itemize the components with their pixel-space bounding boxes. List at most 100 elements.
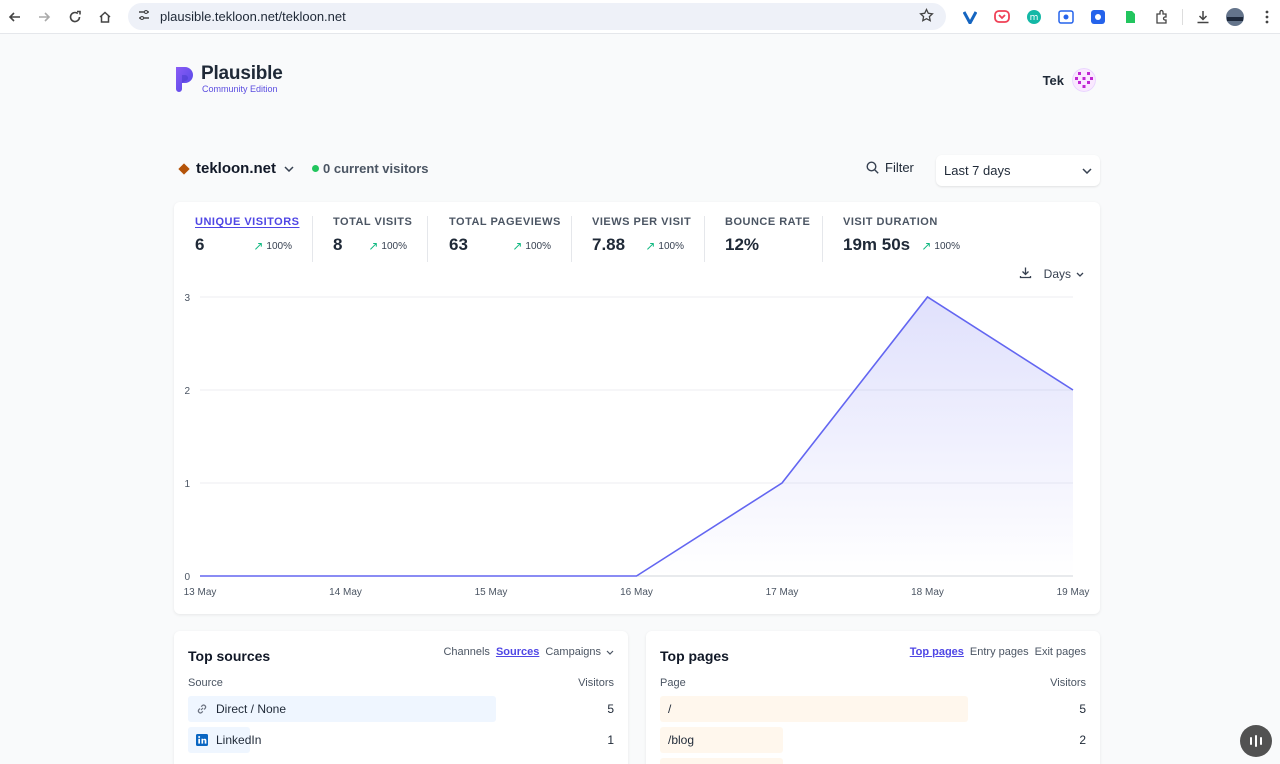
- list-item[interactable]: /blog 2: [660, 727, 1086, 753]
- period-picker[interactable]: Last 7 days: [936, 155, 1100, 186]
- x-tick-label: 18 May: [911, 587, 944, 598]
- metric-total-pageviews[interactable]: TOTAL PAGEVIEWS 63 ↗ 100%: [449, 216, 561, 262]
- current-visitors-text: 0 current visitors: [323, 161, 429, 176]
- menu-kebab-icon[interactable]: [1255, 5, 1279, 29]
- metric-label: UNIQUE VISITORS: [195, 216, 300, 228]
- site-settings-icon[interactable]: [138, 8, 150, 26]
- chevron-down-icon: [606, 650, 614, 655]
- column-header: Source: [188, 677, 223, 689]
- plausible-logo-icon: [176, 67, 193, 92]
- pocket-icon[interactable]: [990, 5, 1014, 29]
- site-switcher[interactable]: tekloon.net: [196, 160, 277, 177]
- top-sources-panel: Top sources Channels Sources Campaigns S…: [174, 631, 628, 764]
- y-tick-label: 3: [184, 293, 190, 304]
- visitor-count: 5: [607, 702, 614, 716]
- metric-divider: [571, 216, 572, 262]
- brand-edition: Community Edition: [202, 84, 278, 94]
- x-tick-label: 17 May: [766, 587, 799, 598]
- interval-label: Days: [1043, 267, 1071, 281]
- metric-change: 100%: [658, 240, 684, 252]
- list-item[interactable]: Direct / None 5: [188, 696, 614, 722]
- metric-label: TOTAL VISITS: [333, 216, 413, 228]
- user-name: Tek: [1042, 72, 1064, 88]
- metric-total-visits[interactable]: TOTAL VISITS 8 ↗ 100%: [333, 216, 413, 262]
- list-item[interactable]: LinkedIn 1: [188, 727, 614, 753]
- chevron-down-icon[interactable]: [284, 163, 294, 175]
- metric-views-per-visit[interactable]: VIEWS PER VISIT 7.88 ↗ 100%: [592, 216, 692, 262]
- extension-gear-icon[interactable]: [1086, 5, 1110, 29]
- tab-top-pages[interactable]: Top pages: [909, 646, 964, 658]
- metric-label: VIEWS PER VISIT: [592, 216, 692, 228]
- metric-unique-visitors[interactable]: UNIQUE VISITORS 6 ↗ 100%: [195, 216, 300, 262]
- address-bar[interactable]: plausible.tekloon.net/tekloon.net: [128, 3, 946, 30]
- visitor-count: 1: [607, 733, 614, 747]
- filter-button[interactable]: Filter: [866, 160, 914, 175]
- profile-avatar-icon[interactable]: [1223, 5, 1247, 29]
- chart-area: [200, 297, 1073, 576]
- metric-value: 19m 50s: [843, 235, 911, 254]
- metric-value: 63: [449, 235, 468, 254]
- bookmark-star-icon[interactable]: [919, 7, 934, 28]
- search-icon: [866, 161, 879, 174]
- y-tick-label: 1: [184, 479, 190, 490]
- reload-icon[interactable]: [60, 2, 90, 32]
- url-text: plausible.tekloon.net/tekloon.net: [160, 9, 346, 24]
- chevron-down-icon: [1082, 167, 1092, 174]
- metric-change: 100%: [266, 240, 292, 252]
- page-label: /: [668, 702, 672, 716]
- column-header: Page: [660, 677, 686, 689]
- visitor-count: 2: [1079, 733, 1086, 747]
- list-item[interactable]: [660, 758, 1086, 764]
- divider: [1182, 9, 1183, 25]
- tab-campaigns-label: Campaigns: [545, 646, 601, 658]
- download-icon[interactable]: [1019, 266, 1032, 282]
- list-item[interactable]: / 5: [660, 696, 1086, 722]
- metric-value: 12%: [725, 235, 760, 254]
- live-dot: [312, 165, 320, 172]
- page-label: /blog: [668, 733, 695, 747]
- metric-value: 6: [195, 235, 205, 254]
- metric-divider: [312, 216, 313, 262]
- current-visitors[interactable]: 0 current visitors: [312, 161, 429, 176]
- forward-icon[interactable]: [29, 2, 59, 32]
- y-tick-label: 2: [184, 386, 190, 397]
- metric-label: VISIT DURATION: [843, 216, 938, 228]
- visitors-chart[interactable]: 0 1 2 3 13 May 14 May 15 May 16 May 17 May 18 Ma…: [174, 282, 1100, 612]
- back-icon[interactable]: [0, 2, 30, 32]
- metric-change: 100%: [934, 240, 960, 252]
- metric-value: 7.88: [592, 235, 626, 254]
- trend-up-icon: ↗: [512, 239, 523, 253]
- filter-label: Filter: [885, 160, 914, 175]
- metric-divider: [822, 216, 823, 262]
- metric-value: 8: [333, 235, 343, 254]
- period-label: Last 7 days: [944, 163, 1011, 178]
- metric-visit-duration[interactable]: VISIT DURATION 19m 50s ↗ 100%: [843, 216, 960, 262]
- download-icon[interactable]: [1191, 5, 1215, 29]
- extension-screen-icon[interactable]: [1054, 5, 1078, 29]
- floating-audio-button[interactable]: [1240, 725, 1272, 757]
- tab-campaigns[interactable]: Campaigns: [545, 646, 614, 658]
- metric-label: TOTAL PAGEVIEWS: [449, 216, 561, 228]
- tab-exit-pages[interactable]: Exit pages: [1034, 646, 1086, 658]
- metric-bounce-rate[interactable]: BOUNCE RATE 12%: [725, 216, 810, 262]
- home-icon[interactable]: [90, 2, 120, 32]
- x-tick-label: 13 May: [184, 587, 217, 598]
- share-bar: [188, 696, 496, 722]
- tab-sources[interactable]: Sources: [495, 646, 540, 658]
- extension-m-icon[interactable]: m: [1022, 5, 1046, 29]
- extension-v-icon[interactable]: [958, 5, 982, 29]
- panel-title: Top pages: [660, 648, 729, 664]
- panel-title: Top sources: [188, 648, 271, 664]
- evernote-icon[interactable]: [1118, 5, 1142, 29]
- chevron-down-icon: [1076, 272, 1084, 277]
- plausible-logo[interactable]: Plausible Community Edition: [173, 64, 283, 94]
- user-menu[interactable]: Tek: [1043, 68, 1096, 92]
- tab-entry-pages[interactable]: Entry pages: [969, 646, 1029, 658]
- trend-up-icon: ↗: [368, 239, 379, 253]
- share-bar: [660, 758, 783, 764]
- extensions-puzzle-icon[interactable]: [1150, 5, 1174, 29]
- metric-divider: [704, 216, 705, 262]
- interval-picker[interactable]: Days: [1044, 267, 1084, 281]
- tab-channels[interactable]: Channels: [443, 646, 490, 658]
- main-graph-card: UNIQUE VISITORS 6 ↗ 100% TOTAL VISITS 8 ↗…: [174, 202, 1100, 614]
